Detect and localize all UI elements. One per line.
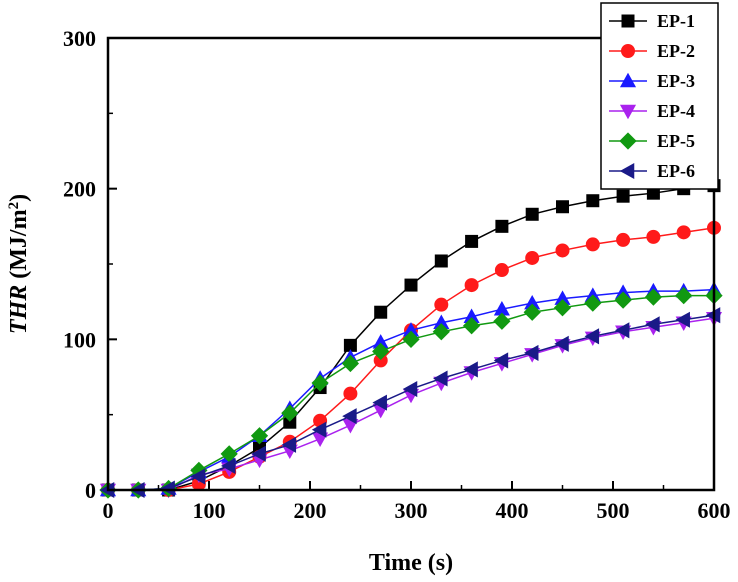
data-point xyxy=(432,323,450,341)
x-axis-title: Time (s) xyxy=(369,550,453,576)
legend-entry: EP-5 xyxy=(609,131,695,151)
data-point xyxy=(311,374,329,392)
data-point xyxy=(554,335,569,352)
legend-entry: EP-4 xyxy=(609,101,695,121)
legend-marker xyxy=(619,162,635,180)
legend-label: EP-2 xyxy=(657,41,695,61)
data-point xyxy=(586,194,600,208)
data-point xyxy=(342,408,357,425)
legend-label: EP-3 xyxy=(657,71,695,91)
data-point xyxy=(464,278,479,293)
data-point xyxy=(311,421,327,438)
data-point xyxy=(343,386,358,401)
x-tick-label: 100 xyxy=(193,498,226,523)
legend-entry: EP-6 xyxy=(609,161,695,181)
x-tick-label: 500 xyxy=(597,498,630,523)
x-tick-label: 0 xyxy=(103,498,114,523)
data-point xyxy=(372,394,387,411)
y-tick-label: 100 xyxy=(63,327,96,352)
data-point xyxy=(402,381,418,398)
data-point xyxy=(616,232,631,247)
data-point xyxy=(616,189,630,203)
data-point xyxy=(434,297,449,312)
legend-entry: EP-3 xyxy=(609,71,695,91)
data-point xyxy=(555,243,570,258)
data-point xyxy=(614,322,630,339)
legend: EP-1 EP-2 EP-3 EP-4 EP-5 EP-6 xyxy=(600,2,719,190)
y-axis-title-close: ) xyxy=(6,194,32,202)
data-point xyxy=(523,303,541,321)
data-point xyxy=(281,436,297,453)
legend-marker xyxy=(619,132,637,150)
data-point xyxy=(433,370,448,387)
data-point xyxy=(645,316,660,333)
series-line xyxy=(108,227,715,491)
data-point xyxy=(220,457,236,474)
data-point xyxy=(374,305,388,319)
data-point xyxy=(250,427,269,445)
data-point xyxy=(372,342,390,361)
y-axis-title-sup: 2 xyxy=(6,202,22,210)
data-point xyxy=(281,404,299,422)
data-point xyxy=(404,278,418,292)
legend-marker xyxy=(619,72,637,88)
data-point xyxy=(434,254,448,268)
y-tick-label: 0 xyxy=(85,478,96,503)
x-tick-label: 600 xyxy=(698,498,731,523)
data-point xyxy=(495,219,509,233)
series-ep-6 xyxy=(99,307,721,499)
data-point xyxy=(160,480,175,497)
data-point xyxy=(676,225,691,240)
series-ep-2 xyxy=(101,220,721,497)
legend-entry: EP-2 xyxy=(609,41,695,61)
data-point xyxy=(251,445,266,462)
legend-marker xyxy=(621,14,635,28)
data-point xyxy=(675,311,690,328)
data-point xyxy=(553,299,572,317)
legend-marker xyxy=(621,44,635,58)
data-point xyxy=(494,263,509,278)
legend-label: EP-1 xyxy=(657,11,695,31)
data-point xyxy=(525,207,539,221)
legend-box xyxy=(600,2,719,190)
data-point xyxy=(190,468,206,485)
legend-label: EP-5 xyxy=(657,131,695,151)
y-tick-label: 200 xyxy=(63,177,96,202)
y-tick-label: 300 xyxy=(63,26,96,51)
axes: 0 100 200 300 400 500 600 0 100 200 300 xyxy=(63,26,731,523)
data-point xyxy=(585,237,600,252)
data-point xyxy=(675,287,693,305)
legend-label: EP-4 xyxy=(657,101,695,121)
data-point xyxy=(525,250,540,265)
data-point xyxy=(402,330,420,348)
data-point xyxy=(646,229,661,244)
data-point xyxy=(614,291,632,309)
x-tick-label: 200 xyxy=(294,498,327,523)
data-point xyxy=(584,328,600,345)
data-point xyxy=(493,352,509,369)
y-axis-title-italic: THR xyxy=(6,285,32,334)
plot-lines xyxy=(99,179,723,499)
data-point xyxy=(584,294,602,312)
data-point xyxy=(463,361,478,378)
data-point xyxy=(465,234,479,248)
x-tick-label: 400 xyxy=(496,498,529,523)
data-point xyxy=(341,354,360,373)
data-point xyxy=(462,317,481,335)
data-point xyxy=(493,312,511,330)
data-point xyxy=(644,288,663,306)
y-axis-title: THR (MJ/m2) xyxy=(6,194,32,334)
y-axis-title-unit: (MJ/m xyxy=(6,209,32,284)
legend-entry: EP-1 xyxy=(609,11,695,31)
data-point xyxy=(523,344,539,361)
data-point xyxy=(556,200,569,214)
x-tick-label: 300 xyxy=(395,498,428,523)
legend-label: EP-6 xyxy=(657,161,695,181)
legend-marker xyxy=(619,104,637,120)
